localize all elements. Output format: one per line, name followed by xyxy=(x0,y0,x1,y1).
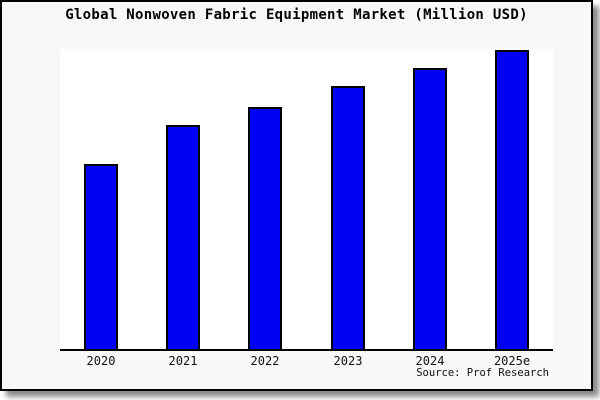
bar-2024 xyxy=(413,68,447,349)
bar-2022 xyxy=(248,107,282,349)
source-note: Source: Prof Research xyxy=(416,367,549,379)
x-tick-label-2020: 2020 xyxy=(86,354,116,368)
plot-area xyxy=(60,49,553,351)
x-axis-tick-labels: 2020 2021 2022 2023 2024 2025e xyxy=(60,354,553,370)
chart-card: Global Nonwoven Fabric Equipment Market … xyxy=(0,0,593,391)
bar-2020 xyxy=(84,164,118,349)
x-tick-label-2025e: 2025e xyxy=(493,354,531,368)
x-tick-label-2023: 2023 xyxy=(333,354,363,368)
bar-2023 xyxy=(331,86,365,349)
x-tick-label-2024: 2024 xyxy=(415,354,445,368)
x-tick-label-2022: 2022 xyxy=(250,354,280,368)
bar-2025e xyxy=(495,50,529,349)
x-tick-label-2021: 2021 xyxy=(168,354,198,368)
bar-2021 xyxy=(166,125,200,349)
chart-title: Global Nonwoven Fabric Equipment Market … xyxy=(65,7,528,23)
